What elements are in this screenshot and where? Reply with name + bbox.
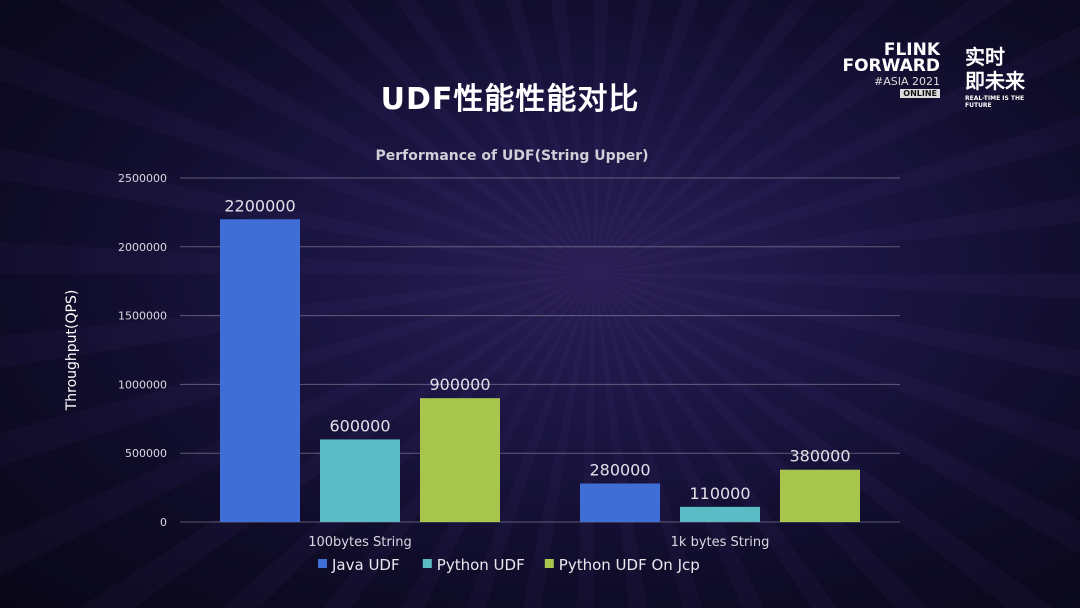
legend-label: Python UDF On Jcp bbox=[559, 556, 700, 574]
y-axis-label: Throughput(QPS) bbox=[64, 290, 80, 412]
data-label: 600000 bbox=[329, 416, 390, 435]
logo-badge: ONLINE bbox=[900, 89, 940, 98]
logo-text: 实时 bbox=[965, 45, 1005, 69]
y-tick-label: 2500000 bbox=[118, 172, 167, 185]
x-tick-label: 1k bytes String bbox=[671, 535, 770, 550]
y-tick-label: 1500000 bbox=[118, 310, 167, 323]
x-tick-label: 100bytes String bbox=[308, 535, 412, 550]
bar-python-udf-on-jcp bbox=[780, 469, 860, 522]
data-label: 900000 bbox=[429, 375, 490, 394]
legend-swatch bbox=[544, 559, 554, 568]
logo-tagline: REAL-TIME IS THE FUTURE bbox=[965, 95, 1025, 109]
logo-text: 即未来 bbox=[965, 69, 1025, 93]
flink-forward-logo: FLINK FORWARD #ASIA 2021 ONLINE 实时 即未来 R… bbox=[842, 38, 1035, 110]
legend-label: Java UDF bbox=[331, 556, 400, 574]
legend-label: Python UDF bbox=[437, 556, 525, 574]
bar-java-udf bbox=[580, 483, 660, 522]
y-tick-label: 1000000 bbox=[118, 378, 167, 391]
data-label: 110000 bbox=[689, 484, 750, 503]
y-tick-label: 0 bbox=[160, 516, 167, 529]
bar-python-udf bbox=[320, 439, 400, 522]
legend-swatch bbox=[318, 559, 327, 568]
legend-swatch bbox=[422, 559, 432, 568]
bar-java-udf bbox=[220, 219, 300, 522]
logo-text: FORWARD bbox=[842, 56, 940, 76]
bar-python-udf-on-jcp bbox=[420, 398, 500, 522]
logo-text: FLINK bbox=[883, 40, 940, 60]
data-label: 2200000 bbox=[224, 196, 295, 215]
logo-text: #ASIA 2021 bbox=[874, 75, 940, 88]
slide-title: UDF性能性能对比 bbox=[380, 82, 640, 117]
data-label: 280000 bbox=[589, 460, 650, 479]
y-tick-label: 500000 bbox=[125, 447, 167, 460]
data-label: 380000 bbox=[789, 447, 850, 466]
y-tick-label: 2000000 bbox=[118, 241, 167, 254]
chart-title: Performance of UDF(String Upper) bbox=[375, 148, 648, 164]
bar-python-udf bbox=[680, 506, 760, 522]
